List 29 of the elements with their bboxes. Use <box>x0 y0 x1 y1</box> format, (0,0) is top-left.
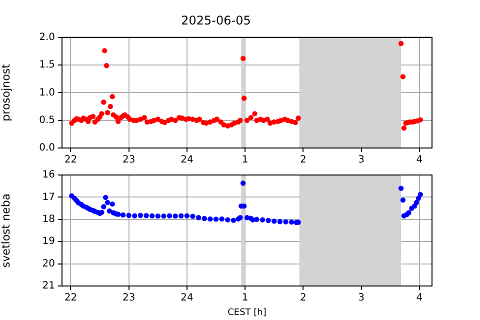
x-tick-label: 2 <box>300 154 306 166</box>
y-tick-label: 1.5 <box>39 60 55 71</box>
y-tick-label: 0.5 <box>39 114 55 126</box>
x-tick-label: 1 <box>242 292 248 304</box>
y-tick-label: 20 <box>42 258 55 270</box>
chart-title: 2025-06-05 <box>181 13 251 28</box>
y-tick-label: 16 <box>42 170 55 181</box>
y-axis-title: svetlost neba <box>0 193 12 268</box>
x-tick-label: 24 <box>180 292 194 304</box>
y-tick-label: 1.0 <box>39 87 55 98</box>
x-tick-label: 22 <box>64 292 78 304</box>
x-tick-label: 23 <box>122 292 136 304</box>
y-tick-label: 21 <box>42 280 55 292</box>
y-tick-label: 17 <box>42 192 55 203</box>
x-tick-label: 1 <box>242 154 248 166</box>
y-tick-label: 0.0 <box>39 142 55 154</box>
x-axis-title: CEST [h] <box>228 308 266 318</box>
x-tick-label: 3 <box>358 292 364 304</box>
x-tick-label: 23 <box>122 154 136 166</box>
x-tick-label: 24 <box>180 154 194 166</box>
y-tick-label: 19 <box>42 236 55 248</box>
y-tick-label: 18 <box>42 214 55 225</box>
x-tick-label: 3 <box>358 154 364 166</box>
x-tick-label: 4 <box>416 154 423 166</box>
y-axis-title: prosojnost <box>0 63 12 122</box>
x-tick-label: 22 <box>64 154 78 166</box>
x-tick-label: 4 <box>416 292 423 304</box>
y-tick-label: 2.0 <box>39 32 55 43</box>
x-tick-label: 2 <box>300 292 306 304</box>
